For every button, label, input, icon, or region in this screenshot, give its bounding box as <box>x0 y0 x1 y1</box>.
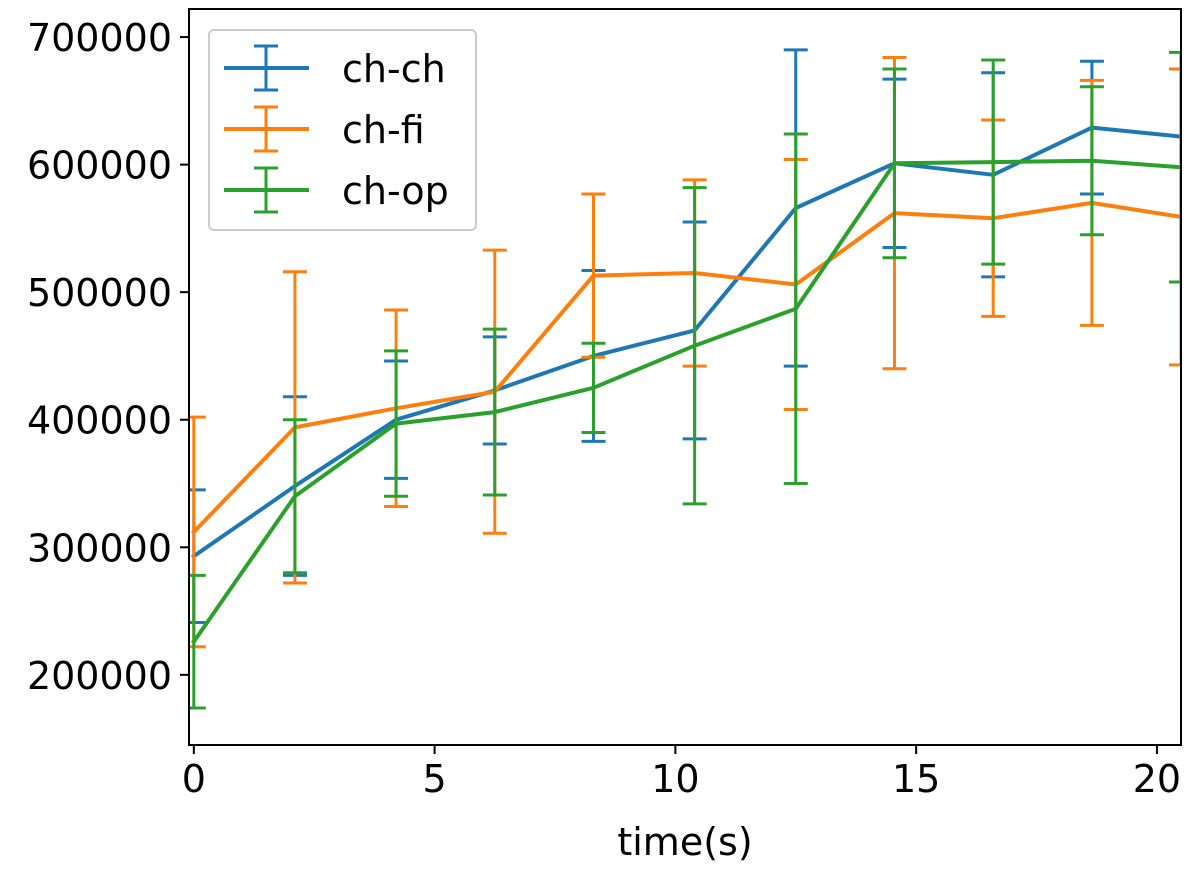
y-tick-label: 600000 <box>27 144 172 188</box>
series-line <box>191 158 1181 645</box>
y-tick-label: 400000 <box>27 399 172 443</box>
ticks-layer: 0 5 10 15 20 200000 300000 400000 500000 600000 70… <box>27 16 1181 801</box>
legend-label: ch-op <box>342 169 449 213</box>
x-tick-label: 20 <box>1133 757 1181 801</box>
legend-box <box>208 29 477 231</box>
legend: ch-ch ch-fi ch-op <box>208 29 477 231</box>
y-tick-label: 500000 <box>27 271 172 315</box>
series-layer <box>189 48 1181 710</box>
legend-item-ch-ch: ch-ch <box>224 44 446 92</box>
x-tick-label: 0 <box>182 757 206 801</box>
x-axis-label: time(s) <box>617 820 752 864</box>
legend-item-ch-op: ch-op <box>224 166 449 214</box>
x-tick-label: 10 <box>651 757 699 801</box>
legend-item-ch-fi: ch-fi <box>224 105 425 153</box>
y-tick-label: 700000 <box>27 16 172 60</box>
y-tick-label: 200000 <box>27 654 172 698</box>
x-tick-label: 15 <box>892 757 940 801</box>
x-tick-label: 5 <box>422 757 446 801</box>
legend-label: ch-fi <box>342 108 425 152</box>
legend-label: ch-ch <box>342 47 446 91</box>
series-ch-op <box>189 50 1181 710</box>
plot-frame <box>188 8 1182 746</box>
y-tick-label: 300000 <box>27 526 172 570</box>
